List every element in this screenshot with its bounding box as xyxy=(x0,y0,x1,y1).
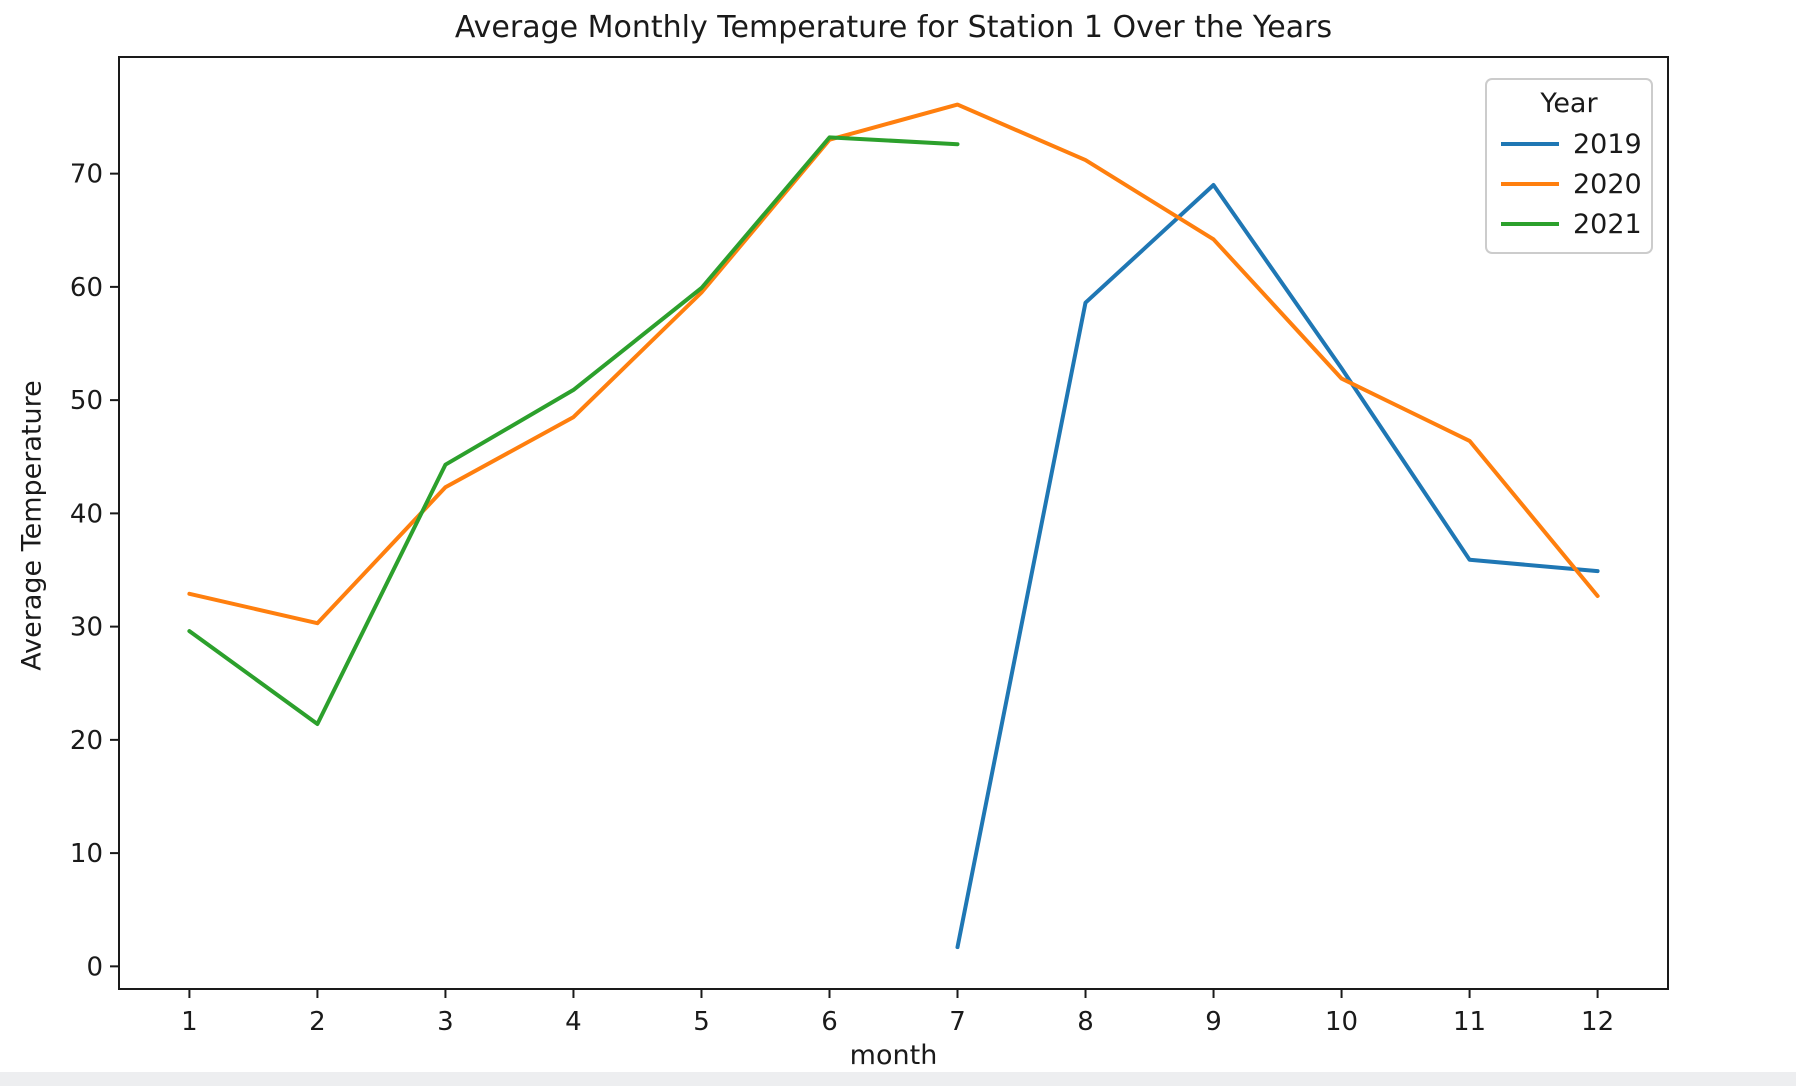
y-axis-label: Average Temperature xyxy=(16,380,48,671)
chart-title: Average Monthly Temperature for Station … xyxy=(454,10,1333,45)
series-line-2019 xyxy=(955,183,1600,950)
legend-entry-2020: 2020 xyxy=(1499,168,1642,200)
legend-line-swatch xyxy=(1501,222,1559,226)
legend-entry-label: 2021 xyxy=(1573,208,1642,240)
x-tick-label: 10 xyxy=(1325,1007,1358,1037)
x-tick-label: 12 xyxy=(1581,1007,1614,1037)
legend-entry-2021: 2021 xyxy=(1499,208,1642,240)
legend-line-swatch xyxy=(1501,142,1559,146)
legend-line-swatch xyxy=(1501,182,1559,186)
x-tick-label: 11 xyxy=(1453,1007,1486,1037)
legend: Year 2019 2020 2021 xyxy=(1485,78,1653,254)
x-tick-label: 4 xyxy=(565,1007,582,1037)
window-bottom-strip xyxy=(0,1072,1796,1086)
x-tick-label: 2 xyxy=(309,1007,326,1037)
series-line-2020 xyxy=(187,102,1600,626)
legend-entry-label: 2019 xyxy=(1573,128,1642,160)
x-tick-label: 9 xyxy=(1205,1007,1222,1037)
legend-title: Year xyxy=(1540,88,1598,119)
legend-entries: 2019 2020 2021 xyxy=(1499,128,1642,240)
x-tick-label: 6 xyxy=(821,1007,838,1037)
y-tick-label: 70 xyxy=(70,160,103,190)
y-tick-label: 10 xyxy=(70,839,103,869)
y-tick-label: 60 xyxy=(70,273,103,303)
y-tick-label: 30 xyxy=(70,613,103,643)
y-tick-label: 20 xyxy=(70,726,103,756)
y-tick-label: 0 xyxy=(86,952,103,982)
y-tick-label: 40 xyxy=(70,499,103,529)
x-tick-label: 3 xyxy=(437,1007,454,1037)
series-line-2021 xyxy=(187,135,960,726)
x-axis-label: month xyxy=(849,1040,938,1071)
x-tick-label: 8 xyxy=(1077,1007,1094,1037)
legend-entry-2019: 2019 xyxy=(1499,128,1642,160)
legend-entry-label: 2020 xyxy=(1573,168,1642,200)
x-tick-label: 7 xyxy=(949,1007,966,1037)
x-tick-label: 5 xyxy=(693,1007,710,1037)
y-tick-label: 50 xyxy=(70,386,103,416)
axes-spines xyxy=(118,56,1669,990)
x-tick-label: 1 xyxy=(181,1007,198,1037)
